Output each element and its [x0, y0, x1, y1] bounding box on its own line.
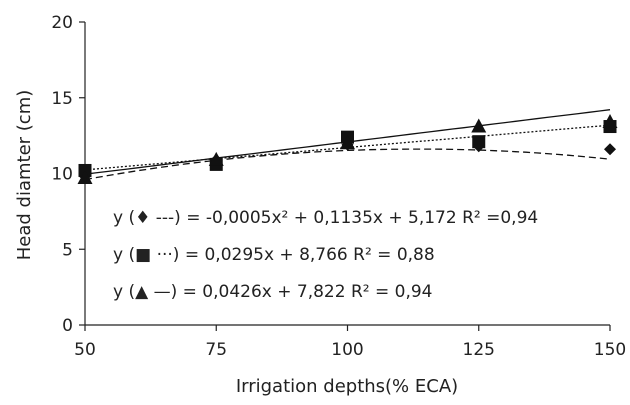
x-axis-title: Irrigation depths(% ECA) [236, 376, 458, 397]
equation-prefix: y ( [113, 245, 135, 265]
equation-square: y (■ ···) = 0,0295x + 8,766 R² = 0,88 [113, 245, 435, 265]
equation-prefix: y ( [113, 282, 135, 302]
equation-triangle: y (▲ —) = 0,0426x + 7,822 R² = 0,94 [113, 282, 432, 302]
point-triangle [602, 113, 618, 128]
x-tick-label: 75 [205, 340, 227, 360]
point-triangle [77, 170, 93, 185]
x-tick-label: 100 [331, 340, 363, 360]
y-tick-label: 10 [51, 165, 73, 185]
equation-text: = 0,0426x + 7,822 R² = 0,94 [177, 282, 432, 302]
equation-symbol: ▲ [135, 282, 149, 302]
equation-text: = 0,0295x + 8,766 R² = 0,88 [179, 245, 434, 265]
equation-line-style: —) [148, 282, 177, 302]
equation-prefix: y ( [113, 208, 135, 228]
equation-diamond: y (♦ ---) = -0,0005x² + 0,1135x + 5,172 … [113, 208, 538, 228]
data-points [77, 113, 618, 185]
y-tick-label: 15 [51, 89, 73, 109]
point-triangle [471, 118, 487, 133]
equation-symbol: ■ [135, 245, 151, 265]
point-triangle [208, 151, 224, 166]
equation-symbol: ♦ [135, 208, 150, 228]
y-tick-label: 20 [51, 13, 73, 33]
equation-line-style: ---) [150, 208, 180, 228]
equations: y (♦ ---) = -0,0005x² + 0,1135x + 5,172 … [113, 208, 538, 302]
equation-text: = -0,0005x² + 0,1135x + 5,172 R² =0,94 [181, 208, 538, 228]
point-triangle [340, 135, 355, 150]
point-diamond [604, 143, 616, 156]
point-square [472, 135, 486, 149]
x-tick-label: 125 [463, 340, 495, 360]
y-tick-label: 5 [62, 240, 73, 260]
equation-line-style: ···) [151, 245, 179, 265]
x-tick-label: 50 [74, 340, 96, 360]
y-axis-title: Head diamter (cm) [14, 90, 35, 261]
y-tick-label: 0 [62, 316, 73, 336]
axes: 0 5 10 15 20 50 75 100 125 150 [51, 13, 626, 360]
x-tick-label: 150 [594, 340, 626, 360]
